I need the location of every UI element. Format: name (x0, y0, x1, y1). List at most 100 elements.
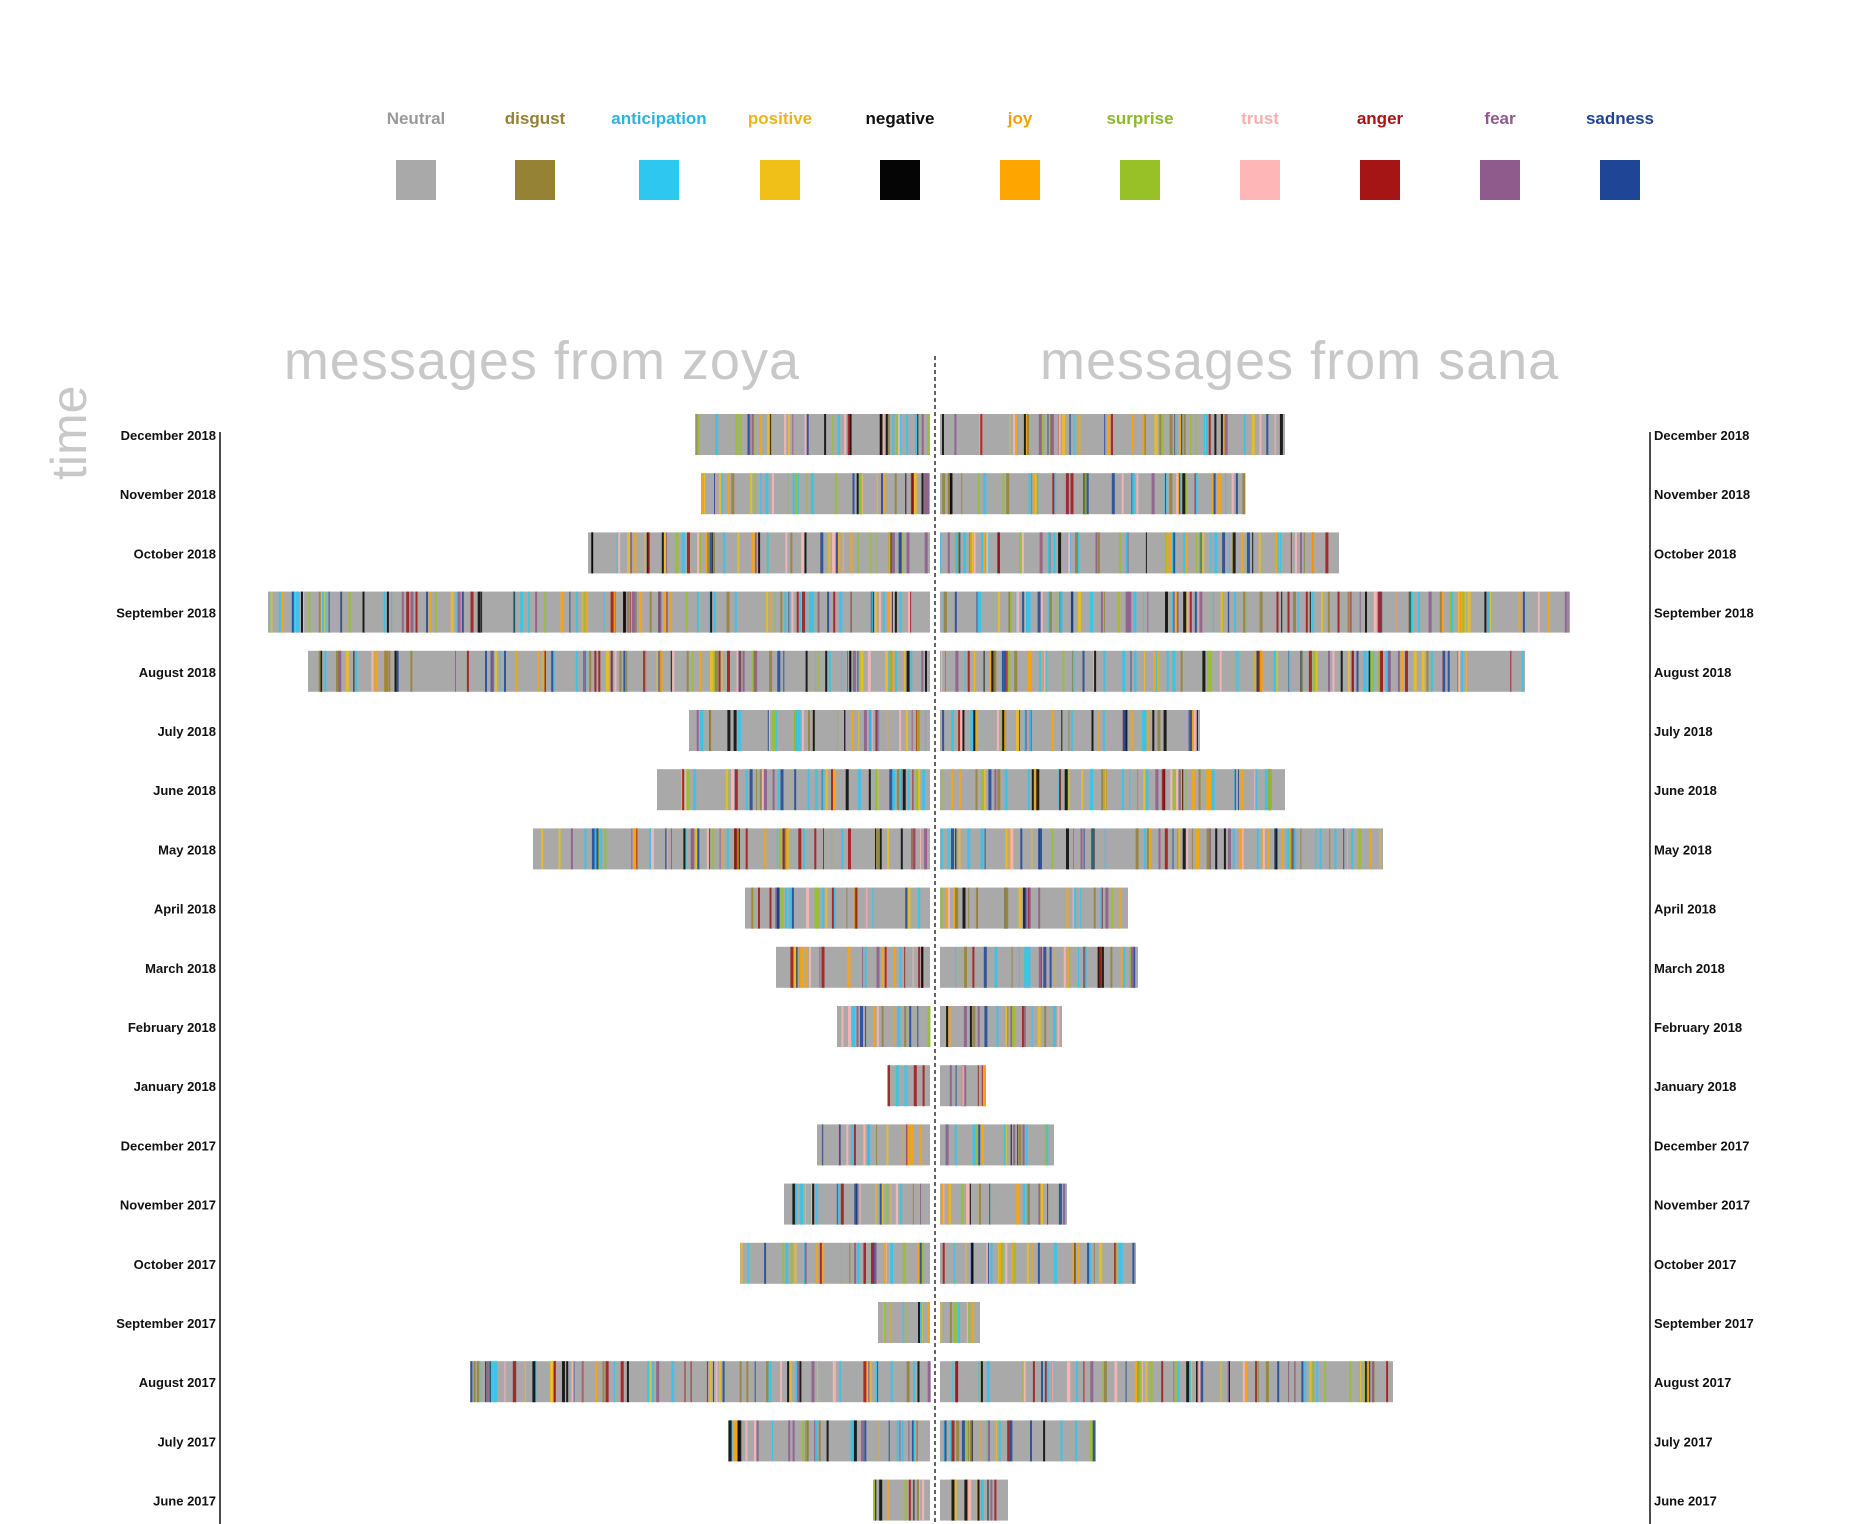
emotion-stripe (391, 591, 393, 633)
emotion-stripe (784, 828, 786, 870)
emotion-stripe (558, 828, 561, 870)
emotion-stripe (704, 473, 705, 515)
emotion-stripe (1328, 650, 1330, 692)
emotion-stripe (1059, 591, 1063, 633)
emotion-stripe (1255, 769, 1258, 811)
emotion-stripe (1442, 650, 1445, 692)
emotion-stripe (705, 532, 708, 574)
emotion-stripe (1188, 710, 1190, 751)
legend-item-anticipation: anticipation (599, 108, 719, 200)
emotion-stripe (977, 1006, 980, 1047)
emotion-stripe (815, 1183, 818, 1225)
emotion-stripe (765, 532, 767, 574)
emotion-stripe (659, 650, 663, 692)
emotion-stripe (1281, 591, 1283, 633)
emotion-stripe (954, 414, 957, 455)
emotion-stripe (851, 1006, 855, 1047)
emotion-stripe (754, 650, 758, 692)
emotion-stripe (1027, 414, 1029, 455)
emotion-stripe (955, 946, 957, 988)
emotion-stripe (652, 1361, 654, 1403)
emotion-stripe (1405, 650, 1408, 692)
emotion-stripe (889, 650, 892, 692)
emotion-stripe (1210, 532, 1212, 574)
emotion-stripe (847, 946, 851, 988)
legend-label: anger (1356, 109, 1404, 128)
emotion-stripe (1026, 1183, 1030, 1225)
emotion-stripe (949, 1065, 952, 1107)
emotion-stripe (1100, 591, 1103, 633)
emotion-stripe (1072, 1242, 1075, 1284)
emotion-stripe (871, 1242, 874, 1284)
emotion-stripe (900, 1183, 903, 1225)
emotion-stripe (901, 1420, 904, 1462)
emotion-stripe (1129, 769, 1131, 811)
emotion-stripe (955, 532, 959, 574)
emotion-stripe (1023, 1183, 1025, 1225)
emotion-stripe (1013, 1124, 1016, 1166)
emotion-stripe (784, 591, 787, 633)
emotion-stripe (318, 650, 321, 692)
legend-swatch (1000, 160, 1040, 200)
emotion-stripe (975, 887, 978, 929)
emotion-stripe (852, 473, 855, 515)
emotion-stripe (787, 473, 789, 515)
emotion-stripe (1292, 828, 1295, 870)
emotion-stripe (715, 414, 719, 455)
emotion-stripe (697, 828, 700, 870)
bar-sana-7 (940, 828, 1383, 870)
emotion-stripe (623, 591, 627, 633)
emotion-stripe (1103, 650, 1106, 692)
emotion-stripe (1125, 532, 1128, 574)
emotion-stripe (1132, 414, 1133, 455)
emotion-stripe (888, 591, 891, 633)
emotion-stripe (1243, 414, 1246, 455)
emotion-stripe (1311, 532, 1315, 574)
emotion-stripe (988, 769, 992, 811)
emotion-stripe (796, 946, 798, 988)
emotion-stripe (888, 1065, 890, 1107)
emotion-stripe (907, 887, 911, 929)
emotion-stripe (905, 1302, 907, 1343)
emotion-stripe (1439, 591, 1442, 633)
emotion-stripe (1385, 650, 1389, 692)
emotion-stripe (323, 591, 326, 633)
emotion-stripe (820, 532, 824, 574)
emotion-stripe (1347, 650, 1350, 692)
emotion-stripe (1240, 769, 1244, 811)
emotion-stripe (1274, 828, 1276, 870)
emotion-stripe (702, 473, 703, 515)
emotion-stripe (1142, 710, 1145, 751)
emotion-stripe (854, 1242, 857, 1284)
emotion-stripe (944, 650, 946, 692)
emotion-stripe (1194, 473, 1196, 515)
emotion-stripe (1169, 414, 1173, 455)
emotion-stripe (1008, 591, 1011, 633)
emotion-stripe (881, 1183, 884, 1225)
emotion-stripe (728, 473, 730, 515)
emotion-stripe (1083, 946, 1084, 988)
emotion-stripe (968, 1479, 972, 1521)
emotion-stripe (1014, 650, 1018, 692)
emotion-stripe (1007, 1420, 1010, 1462)
emotion-stripe (966, 1479, 969, 1521)
emotion-stripe (879, 414, 883, 455)
emotion-stripe (949, 1302, 952, 1343)
emotion-stripe (1450, 591, 1454, 633)
emotion-stripe (1068, 532, 1070, 574)
emotion-stripe (921, 414, 924, 455)
legend-label: positive (747, 109, 813, 128)
emotion-stripe (1069, 414, 1071, 455)
emotion-stripe (1026, 1242, 1029, 1284)
emotion-stripe (1044, 1124, 1047, 1166)
emotion-stripe (751, 887, 754, 929)
emotion-stripe (991, 650, 995, 692)
emotion-stripe (1191, 828, 1193, 870)
emotion-stripe (1173, 591, 1177, 633)
emotion-stripe (1032, 473, 1036, 515)
emotion-stripe (595, 828, 599, 870)
emotion-stripe (836, 1183, 838, 1225)
emotion-stripe (281, 591, 284, 633)
emotion-stripe (835, 532, 838, 574)
emotion-stripe (1073, 414, 1075, 455)
